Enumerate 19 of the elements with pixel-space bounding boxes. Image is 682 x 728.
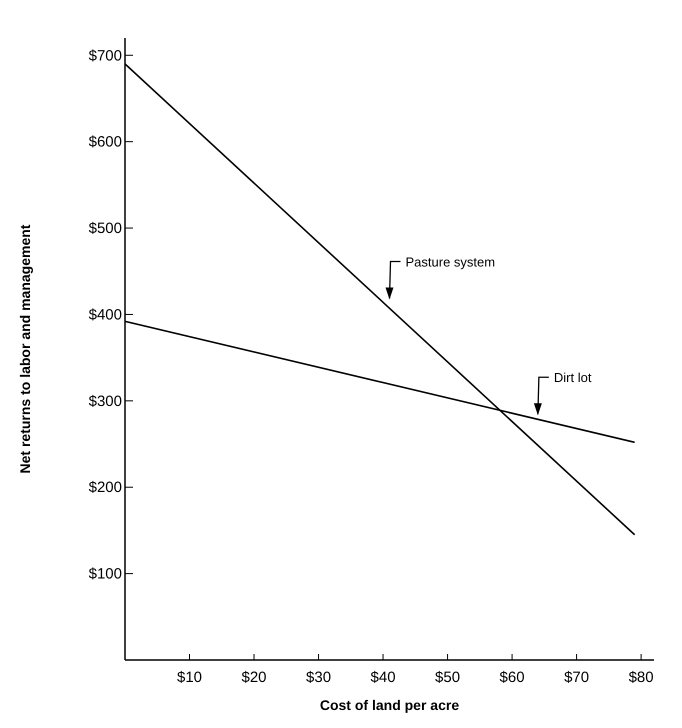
y-axis-title: Net returns to labor and management (17, 224, 33, 474)
y-tick-label: $100 (88, 566, 122, 583)
x-tick-label: $40 (370, 669, 396, 686)
y-tick-label: $200 (88, 479, 122, 496)
x-tick-label: $10 (176, 669, 202, 686)
x-tick-label: $20 (242, 669, 267, 686)
x-tick-label: $70 (564, 669, 590, 686)
x-tick-label: $50 (435, 669, 460, 686)
annotation: Dirt lot (554, 370, 592, 386)
annotation: Pasture system (406, 254, 496, 270)
y-tick-label: $500 (88, 220, 122, 238)
x-tick-label: $60 (500, 669, 525, 686)
x-tick-label: $30 (306, 669, 332, 686)
y-tick-label: $300 (88, 392, 122, 410)
y-tick-label: $600 (88, 134, 122, 151)
x-tick-label: $80 (628, 669, 654, 686)
y-tick-label: $700 (88, 47, 122, 64)
y-tick-label: $400 (88, 306, 122, 324)
x-axis-title: Cost of land per acre (320, 697, 460, 713)
